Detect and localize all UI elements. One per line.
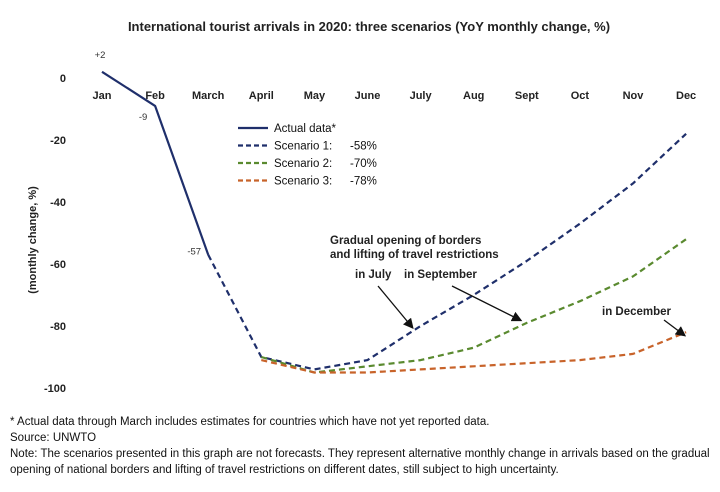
y-axis-label: (monthly change, %) [27, 186, 39, 294]
arrow-december [663, 319, 687, 337]
x-tick-label: Sept [515, 90, 539, 102]
x-tick-label: July [410, 90, 433, 102]
y-tick-label: -80 [50, 321, 66, 333]
y-tick-label: -40 [50, 197, 66, 209]
annotation-heading-line1: Gradual opening of borders [330, 235, 481, 247]
legend: Actual data* Scenario 1: -58% Scenario 2: -7… [238, 123, 377, 188]
x-tick-label: Aug [463, 90, 484, 102]
data-label: +2 [95, 50, 106, 61]
x-tick-label: March [192, 90, 225, 102]
legend-value: -58% [350, 141, 377, 153]
x-tick-label: Jan [93, 90, 112, 102]
series-line-2 [207, 132, 687, 371]
legend-label: Scenario 1: [274, 141, 332, 153]
chart-title: International tourist arrivals in 2020: … [128, 19, 610, 34]
annotations: Gradual opening of borders and lifting o… [330, 235, 687, 337]
annotation-in-september: in September [404, 269, 477, 281]
y-tick-label: -20 [50, 135, 66, 147]
footnote-note: Note: The scenarios presented in this gr… [10, 448, 710, 476]
legend-value: -78% [350, 176, 377, 188]
legend-label: Scenario 3: [274, 176, 332, 188]
x-tick-label: May [304, 90, 326, 102]
annotation-in-december: in December [602, 306, 672, 318]
legend-label: Actual data* [274, 123, 337, 135]
x-tick-label: Dec [676, 90, 696, 102]
x-tick-label: Feb [145, 90, 165, 102]
data-label: -9 [139, 112, 147, 123]
x-axis-ticks: Jan Feb March April May June July Aug Sept Oct Nov… [93, 90, 697, 102]
arrow-september [451, 285, 523, 322]
series-line-3 [260, 238, 687, 374]
footnote-actual-data: * Actual data through March includes est… [10, 416, 490, 428]
legend-value: -70% [350, 158, 377, 170]
series-line-1 [101, 70, 210, 256]
y-tick-label: -60 [50, 259, 66, 271]
series-line-4 [261, 331, 687, 374]
y-axis-ticks: 0 -20 -40 -60 -80 -100 [44, 73, 66, 395]
y-tick-label: 0 [60, 73, 66, 85]
annotation-heading-line2: and lifting of travel restrictions [330, 249, 499, 261]
x-tick-label: Nov [623, 90, 645, 102]
footnotes: * Actual data through March includes est… [10, 414, 710, 478]
x-tick-label: Oct [571, 90, 590, 102]
arrow-july [377, 285, 414, 330]
x-tick-label: April [249, 90, 274, 102]
data-label: -57 [187, 247, 201, 258]
y-tick-label: -100 [44, 383, 66, 395]
data-labels: +2 -9 -57 [95, 50, 201, 258]
legend-label: Scenario 2: [274, 158, 332, 170]
series-layer [101, 70, 687, 374]
annotation-in-july: in July [355, 269, 392, 281]
footnote-source: Source: UNWTO [10, 432, 97, 444]
x-tick-label: June [355, 90, 381, 102]
